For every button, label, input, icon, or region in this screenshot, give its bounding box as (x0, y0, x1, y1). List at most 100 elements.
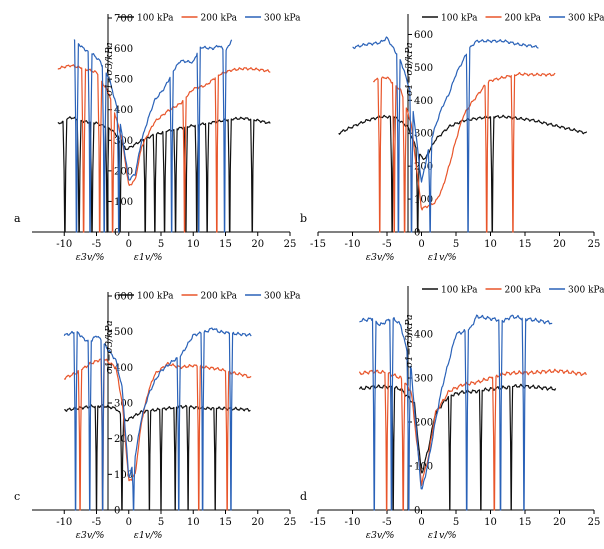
y-tick-label: 500 (414, 63, 433, 74)
y-tick-label: 100 (114, 470, 133, 481)
x-tick-label: 5 (158, 517, 164, 528)
series-line-300-kpa (359, 314, 553, 511)
series-line-200-kpa (63, 358, 252, 511)
y-tick-label: 600 (414, 30, 433, 41)
panel-letter: d (300, 490, 307, 503)
legend-label: 300 kPa (568, 14, 604, 24)
y-tick-label: 100 (114, 197, 133, 208)
series-line-300-kpa (63, 327, 252, 511)
y-tick-label: 200 (414, 162, 433, 173)
x-axis-label-left: ε3v/% (76, 252, 105, 263)
chart-panel-b: -15 -10 -5 0 5 10 15 20 25 0 100 200 300 400 500 600 100… (300, 14, 604, 264)
legend-label: 300 kPa (264, 292, 301, 302)
y-tick-label: 500 (114, 75, 133, 86)
y-tick-label: 300 (414, 129, 433, 140)
x-tick-label: -10 (344, 517, 360, 528)
chart-panel-a: -10 -5 0 5 10 15 20 25 0 100 200 300 400 500 600 700 100… (14, 14, 301, 264)
x-tick-label: -5 (382, 239, 392, 250)
x-tick-label: -10 (344, 239, 360, 250)
x-axis-label-right: ε1v/% (134, 530, 163, 541)
y-tick-label: 0 (114, 506, 120, 517)
legend-label: 300 kPa (264, 14, 301, 24)
x-axis-label-left: ε3v/% (366, 530, 395, 541)
y-tick-label: 200 (114, 166, 133, 177)
y-axis-label: σ1−σ3/kPa (404, 314, 415, 368)
x-tick-label: -5 (92, 517, 102, 528)
y-tick-label: 300 (414, 374, 433, 385)
y-tick-label: 300 (114, 136, 133, 147)
x-axis-label-right: ε1v/% (428, 530, 457, 541)
x-tick-label: 20 (251, 239, 264, 250)
legend-label: 200 kPa (505, 286, 542, 296)
y-tick-label: 400 (414, 330, 433, 341)
y-axis-label: σ1−σ3/kPa (404, 42, 415, 96)
x-tick-label: 15 (219, 517, 232, 528)
y-tick-label: 200 (414, 418, 433, 429)
x-tick-label: -10 (56, 517, 72, 528)
x-axis-label-left: ε3v/% (366, 252, 395, 263)
x-tick-label: 10 (484, 517, 497, 528)
legend-label: 200 kPa (201, 292, 238, 302)
y-axis-label: σ1−σ3/kPa (104, 320, 115, 374)
x-tick-label: 25 (588, 517, 601, 528)
legend-label: 100 kPa (441, 14, 478, 24)
y-tick-label: 700 (114, 14, 133, 25)
x-tick-label: 10 (484, 239, 497, 250)
y-tick-label: 0 (114, 228, 120, 239)
x-tick-label: 5 (453, 517, 459, 528)
legend-label: 100 kPa (441, 286, 478, 296)
y-tick-label: 600 (114, 292, 133, 303)
series-line-100-kpa (358, 383, 557, 511)
x-tick-label: -15 (310, 239, 326, 250)
y-tick-label: 400 (414, 96, 433, 107)
panel-letter: b (300, 212, 307, 225)
x-tick-label: 25 (588, 239, 601, 250)
x-tick-label: 0 (418, 517, 424, 528)
legend-label: 200 kPa (201, 14, 238, 24)
x-tick-label: 15 (519, 517, 532, 528)
x-tick-label: 20 (553, 239, 566, 250)
x-tick-label: 5 (453, 239, 459, 250)
x-tick-label: 0 (418, 239, 424, 250)
x-tick-label: -5 (382, 517, 392, 528)
y-tick-label: 500 (114, 327, 133, 338)
x-axis-label-right: ε1v/% (134, 252, 163, 263)
legend-label: 100 kPa (137, 14, 174, 24)
y-axis-label: σ1−σ3/kPa (104, 42, 115, 96)
x-axis-label-left: ε3v/% (76, 530, 105, 541)
series-line-200-kpa (372, 72, 556, 233)
series-line-300-kpa (73, 39, 233, 233)
series-line-200-kpa (57, 64, 271, 233)
legend-label: 300 kPa (568, 286, 604, 296)
x-tick-label: 0 (126, 239, 132, 250)
series-line-100-kpa (64, 404, 251, 511)
series-line-200-kpa (358, 368, 587, 511)
panel-letter: c (14, 490, 20, 503)
x-tick-label: 0 (126, 517, 132, 528)
panel-letter: a (14, 212, 21, 225)
x-tick-label: 10 (187, 517, 200, 528)
legend-label: 100 kPa (137, 292, 174, 302)
y-tick-label: 400 (114, 105, 133, 116)
series-line-100-kpa (57, 116, 271, 233)
x-tick-label: 5 (158, 239, 164, 250)
y-tick-label: 400 (114, 363, 133, 374)
x-tick-label: 25 (284, 517, 297, 528)
x-tick-label: -15 (310, 517, 326, 528)
x-tick-label: -10 (56, 239, 72, 250)
x-axis-label-right: ε1v/% (428, 252, 457, 263)
x-tick-label: 25 (284, 239, 297, 250)
y-tick-label: 600 (114, 44, 133, 55)
y-tick-label: 0 (414, 506, 420, 517)
x-tick-label: -5 (92, 239, 102, 250)
series-line-300-kpa (352, 36, 539, 233)
x-tick-label: 15 (519, 239, 532, 250)
x-tick-label: 15 (219, 239, 232, 250)
y-tick-label: 0 (414, 228, 420, 239)
y-tick-label: 100 (414, 195, 433, 206)
x-tick-label: 20 (251, 517, 264, 528)
legend-label: 200 kPa (505, 14, 542, 24)
